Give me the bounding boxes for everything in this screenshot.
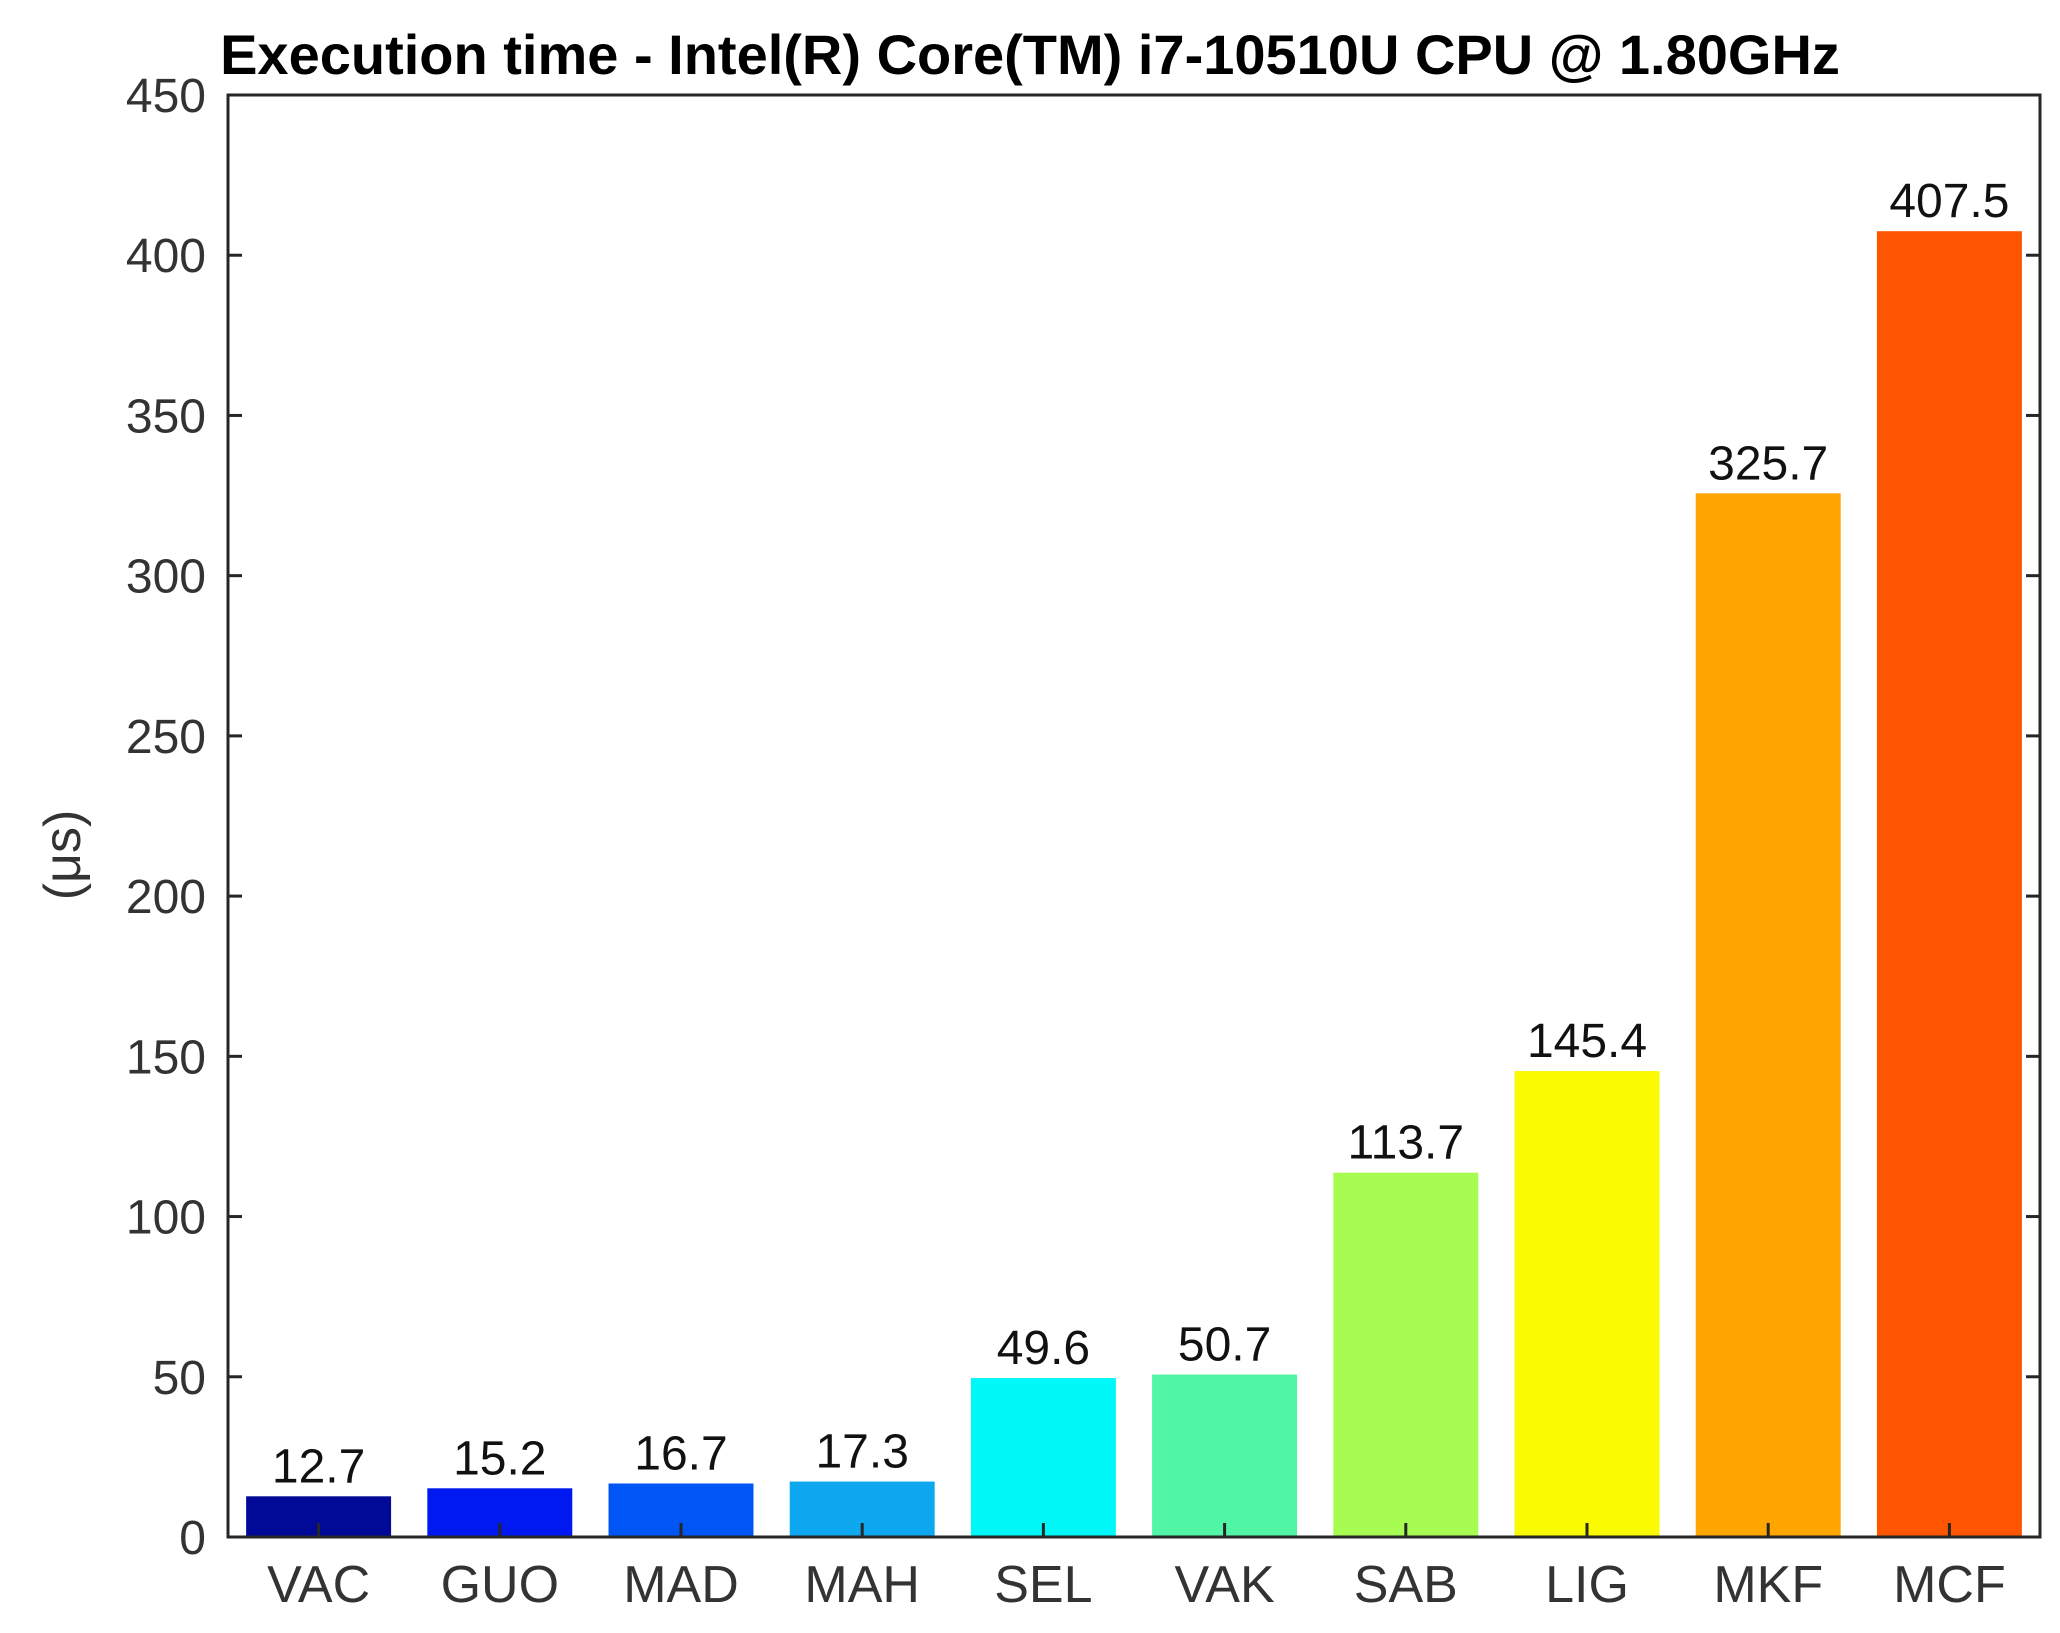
y-ticks-group: 0 50 100 150 200 250 300 350 400 450 — [126, 70, 2040, 1565]
x-category-label: LIG — [1545, 1556, 1629, 1614]
x-category-label: SEL — [994, 1556, 1092, 1614]
bar-value-label: 145.4 — [1527, 1015, 1647, 1068]
bar-value-label: 113.7 — [1348, 1117, 1465, 1170]
y-tick-label: 300 — [126, 551, 206, 604]
x-category-label: MKF — [1713, 1556, 1823, 1614]
bar-value-label: 50.7 — [1178, 1319, 1271, 1372]
bar-value-label: 15.2 — [453, 1432, 546, 1485]
bar-value-label: 325.7 — [1708, 437, 1828, 490]
x-category-label: MCF — [1893, 1556, 2006, 1614]
y-tick-label: 100 — [126, 1192, 206, 1245]
y-tick-label: 450 — [126, 70, 206, 123]
bar-vak — [1152, 1374, 1298, 1537]
bar-sel — [970, 1378, 1116, 1537]
chart-title: Execution time - Intel(R) Core(TM) i7-10… — [220, 23, 1840, 86]
x-category-label: VAC — [267, 1556, 370, 1614]
y-tick-label: 200 — [126, 871, 206, 924]
x-categories-group: VAC GUO MAD MAH SEL VAK SAB LIG MKF MCF — [267, 1523, 2006, 1614]
bar-value-label: 16.7 — [634, 1427, 727, 1480]
y-tick-label: 350 — [126, 390, 206, 443]
x-category-label: MAD — [623, 1556, 739, 1614]
bar-value-label: 17.3 — [815, 1426, 908, 1479]
y-tick-label: 150 — [126, 1031, 206, 1084]
x-category-label: VAK — [1174, 1556, 1275, 1614]
x-category-label: MAH — [804, 1556, 920, 1614]
x-category-label: GUO — [441, 1556, 559, 1614]
bar-sab — [1333, 1172, 1479, 1537]
bar-lig — [1514, 1071, 1660, 1537]
y-axis-label: (μs) — [34, 810, 92, 901]
y-tick-label: 0 — [179, 1512, 206, 1565]
x-category-label: SAB — [1354, 1556, 1458, 1614]
y-tick-label: 50 — [153, 1352, 206, 1405]
bar-value-label: 12.7 — [272, 1440, 365, 1493]
bar-value-label: 407.5 — [1889, 175, 2009, 228]
bar-value-label: 49.6 — [997, 1322, 1090, 1375]
y-tick-label: 250 — [126, 711, 206, 764]
bar-mcf — [1876, 231, 2022, 1538]
plot-area-frame — [226, 93, 2042, 1539]
bars-group: 12.7 15.2 16.7 17.3 49.6 50.7 113.7 145.4 325.7 4… — [246, 175, 2022, 1538]
bar-mkf — [1695, 493, 1841, 1537]
y-tick-label: 400 — [126, 230, 206, 283]
